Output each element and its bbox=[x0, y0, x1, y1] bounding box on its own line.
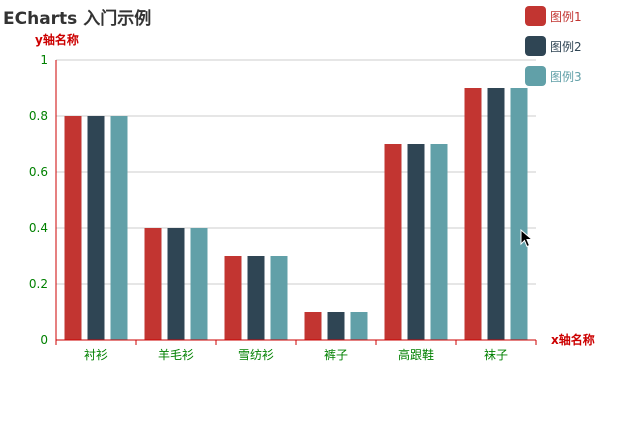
chart-title: ECharts 入门示例 bbox=[3, 9, 152, 29]
bar[interactable] bbox=[64, 116, 82, 340]
x-axis-name: x轴名称 bbox=[551, 332, 595, 347]
bar[interactable] bbox=[510, 88, 528, 340]
bar[interactable] bbox=[224, 256, 242, 340]
x-tick-label: 裤子 bbox=[324, 348, 348, 362]
y-tick-label: 0 bbox=[40, 333, 48, 347]
bar[interactable] bbox=[190, 228, 208, 340]
x-tick-label: 袜子 bbox=[484, 348, 508, 362]
bar[interactable] bbox=[144, 228, 162, 340]
bar[interactable] bbox=[110, 116, 128, 340]
legend-item-series-3[interactable]: 图例3 bbox=[525, 65, 582, 87]
bar[interactable] bbox=[384, 144, 402, 340]
legend-item-series-1[interactable]: 图例1 bbox=[525, 5, 582, 27]
bar[interactable] bbox=[167, 228, 185, 340]
legend-item-series-2[interactable]: 图例2 bbox=[525, 35, 582, 57]
x-tick-label: 高跟鞋 bbox=[398, 347, 434, 362]
legend: 图例1 图例2 图例3 bbox=[525, 5, 582, 95]
x-tick-label: 雪纺衫 bbox=[238, 348, 274, 362]
bar[interactable] bbox=[350, 312, 368, 340]
legend-swatch bbox=[525, 36, 546, 56]
y-tick-label: 0.4 bbox=[29, 221, 48, 235]
y-tick-label: 1 bbox=[40, 53, 48, 67]
y-tick-label: 0.8 bbox=[29, 109, 48, 123]
y-axis-name: y轴名称 bbox=[35, 32, 79, 47]
bar[interactable] bbox=[247, 256, 265, 340]
bar[interactable] bbox=[430, 144, 448, 340]
legend-swatch bbox=[525, 6, 546, 26]
x-tick-label: 衬衫 bbox=[84, 348, 108, 362]
bar[interactable] bbox=[304, 312, 322, 340]
legend-label: 图例1 bbox=[550, 9, 582, 24]
bar[interactable] bbox=[327, 312, 345, 340]
legend-swatch bbox=[525, 66, 546, 86]
bar[interactable] bbox=[270, 256, 288, 340]
x-tick-label: 羊毛衫 bbox=[158, 347, 194, 362]
y-tick-label: 0.2 bbox=[29, 277, 48, 291]
legend-label: 图例2 bbox=[550, 39, 582, 54]
bar[interactable] bbox=[407, 144, 425, 340]
bar[interactable] bbox=[487, 88, 505, 340]
y-tick-label: 0.6 bbox=[29, 165, 48, 179]
bar[interactable] bbox=[464, 88, 482, 340]
mouse-pointer-icon bbox=[520, 229, 534, 248]
legend-label: 图例3 bbox=[550, 69, 582, 84]
bar[interactable] bbox=[87, 116, 105, 340]
